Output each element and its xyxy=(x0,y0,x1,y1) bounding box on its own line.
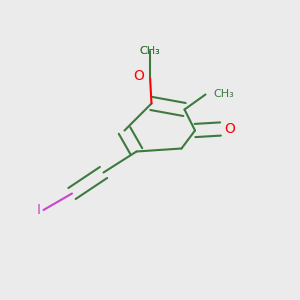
Text: CH₃: CH₃ xyxy=(140,46,160,56)
Text: CH₃: CH₃ xyxy=(213,89,234,100)
Text: O: O xyxy=(133,70,144,83)
Text: CH₃: CH₃ xyxy=(140,46,160,56)
Text: O: O xyxy=(224,122,235,136)
Text: I: I xyxy=(37,203,41,217)
